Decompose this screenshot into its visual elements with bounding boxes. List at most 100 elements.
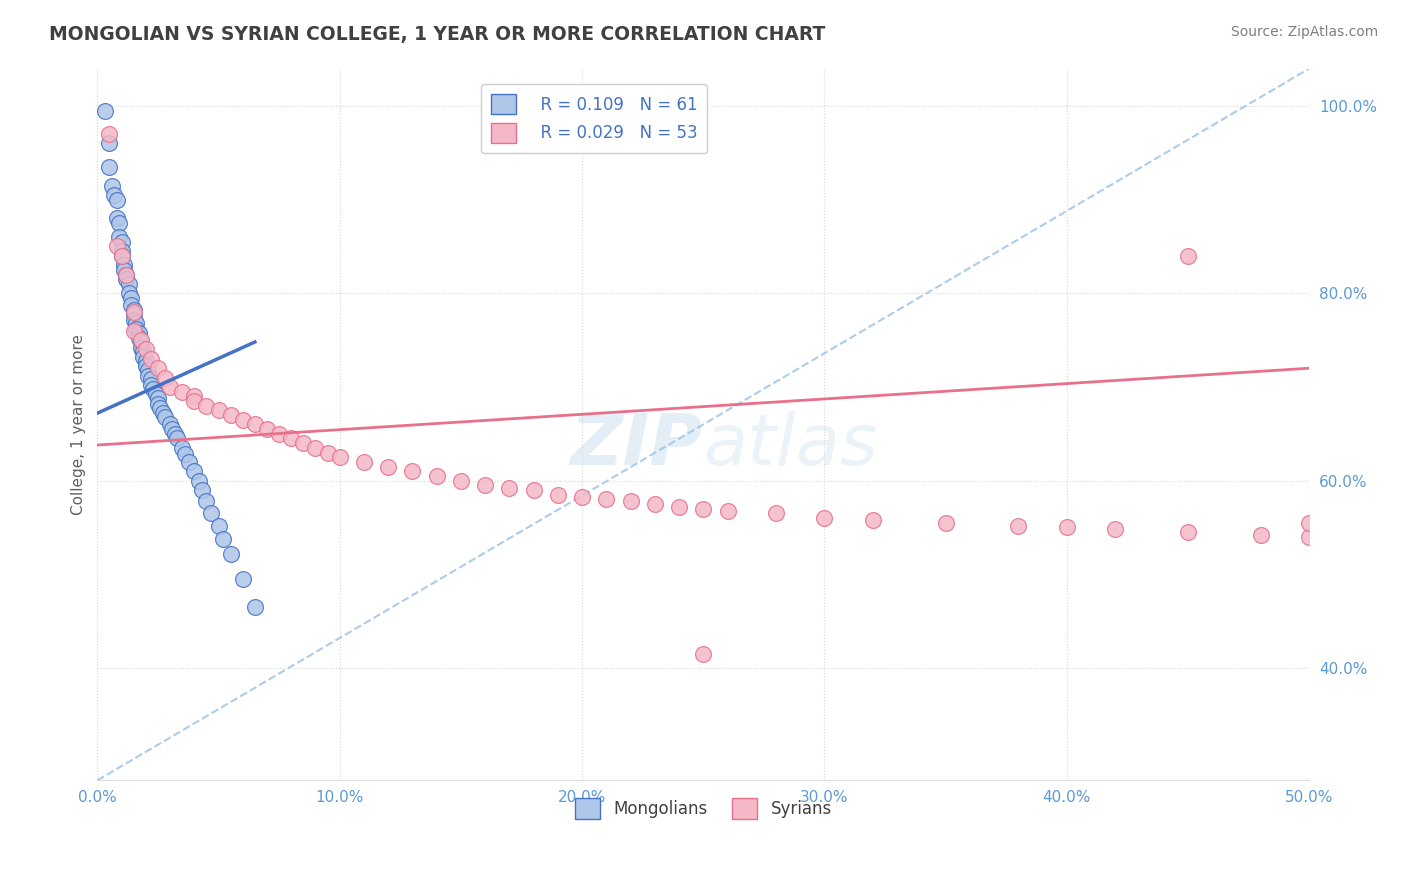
Point [692,501,714,516]
Point [862,513,884,527]
Point [813,511,835,525]
Point [136,363,159,377]
Point [426,469,449,483]
Point [139,351,162,366]
Point [179,455,201,469]
Point [101,178,124,193]
Point [152,406,174,420]
Text: atlas: atlas [703,411,877,480]
Point [377,459,399,474]
Point [1104,522,1126,536]
Point [692,647,714,661]
Point [162,422,184,436]
Point [155,409,177,424]
Point [112,263,135,277]
Point [765,507,787,521]
Point [200,507,222,521]
Point [243,600,266,615]
Legend: Mongolians, Syrians: Mongolians, Syrians [568,792,838,825]
Point [110,249,132,263]
Point [108,216,131,230]
Point [105,193,128,207]
Point [571,491,593,505]
Point [159,380,181,394]
Point [159,417,181,432]
Point [135,343,157,357]
Point [93,103,115,118]
Point [212,532,235,546]
Point [1056,520,1078,534]
Point [292,436,315,450]
Point [207,518,229,533]
Point [112,258,135,272]
Point [142,382,165,396]
Point [474,478,496,492]
Point [173,447,195,461]
Point [122,307,145,321]
Point [122,305,145,319]
Point [195,399,218,413]
Point [125,316,148,330]
Point [304,441,326,455]
Text: MONGOLIAN VS SYRIAN COLLEGE, 1 YEAR OR MORE CORRELATION CHART: MONGOLIAN VS SYRIAN COLLEGE, 1 YEAR OR M… [49,25,825,44]
Point [668,500,690,514]
Point [256,422,278,436]
Point [105,211,128,226]
Point [155,370,177,384]
Point [1007,518,1029,533]
Point [136,368,159,383]
Text: Source: ZipAtlas.com: Source: ZipAtlas.com [1230,25,1378,39]
Point [232,413,254,427]
Point [115,268,138,282]
Y-axis label: College, 1 year or more: College, 1 year or more [72,334,86,515]
Point [98,127,121,141]
Point [146,361,169,376]
Point [146,391,169,405]
Point [120,291,142,305]
Point [401,464,423,478]
Point [125,322,148,336]
Point [523,483,546,497]
Point [316,445,339,459]
Point [139,378,162,392]
Point [122,303,145,318]
Point [1177,249,1199,263]
Point [132,344,155,359]
Point [129,333,152,347]
Point [115,272,138,286]
Point [269,426,291,441]
Point [619,494,641,508]
Point [139,372,162,386]
Point [190,483,212,497]
Point [118,286,141,301]
Point [110,249,132,263]
Point [243,417,266,432]
Point [118,277,141,291]
Point [353,455,375,469]
Point [122,312,145,326]
Point [110,235,132,249]
Point [1177,525,1199,540]
Point [129,334,152,349]
Point [128,331,150,345]
Point [110,244,132,259]
Point [1298,530,1320,544]
Point [280,432,302,446]
Point [115,268,138,282]
Point [122,324,145,338]
Point [163,426,186,441]
Point [219,547,242,561]
Point [1298,516,1320,530]
Point [219,408,242,422]
Point [129,341,152,355]
Point [172,441,194,455]
Point [128,326,150,340]
Point [105,239,128,253]
Point [450,474,472,488]
Point [146,397,169,411]
Point [183,464,205,478]
Point [329,450,352,465]
Point [498,481,520,495]
Point [232,572,254,586]
Point [103,188,125,202]
